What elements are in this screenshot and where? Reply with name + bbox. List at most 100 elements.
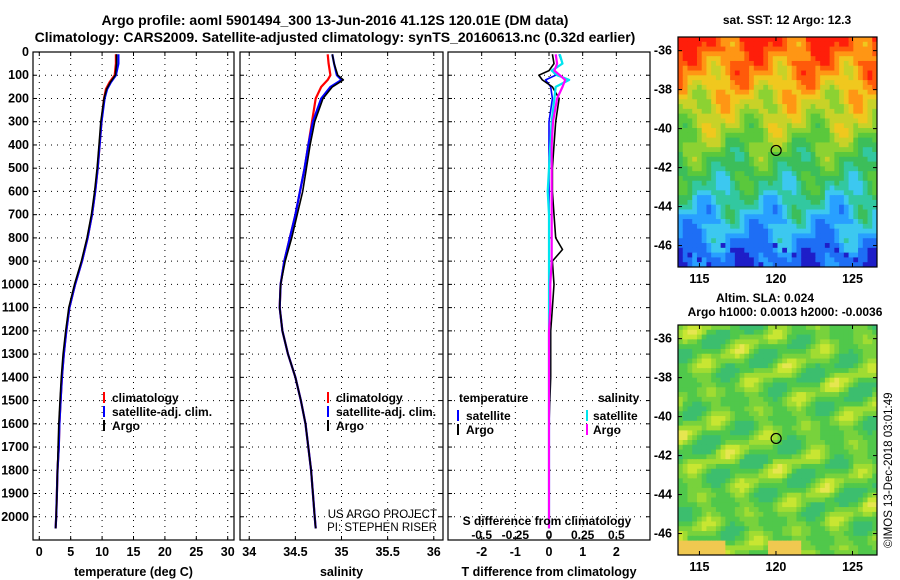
map-cell bbox=[715, 387, 722, 393]
map-cell bbox=[862, 463, 869, 470]
map-cell bbox=[706, 94, 712, 100]
map-cell bbox=[687, 478, 693, 484]
map-cell bbox=[682, 435, 689, 441]
map-cell bbox=[782, 60, 788, 67]
map-cell bbox=[782, 387, 788, 393]
map-cell bbox=[782, 325, 788, 331]
map-cell bbox=[749, 416, 755, 422]
map-cell bbox=[692, 185, 698, 191]
map-cell bbox=[687, 334, 693, 340]
map-cell bbox=[858, 166, 864, 172]
map-cell bbox=[782, 214, 788, 220]
map-cell bbox=[848, 497, 854, 503]
map-cell bbox=[834, 228, 840, 235]
map-cell bbox=[730, 60, 736, 67]
map-cell bbox=[834, 344, 840, 350]
map-cell bbox=[739, 70, 745, 76]
map-cell bbox=[872, 382, 877, 388]
map-cell bbox=[711, 238, 717, 244]
map-cell bbox=[749, 353, 755, 360]
map-cell bbox=[706, 214, 712, 220]
map-cell bbox=[848, 123, 854, 129]
map-cell bbox=[711, 392, 717, 398]
map-cell bbox=[744, 329, 750, 336]
map-cell bbox=[744, 41, 750, 48]
map-cell bbox=[678, 487, 684, 494]
map-cell bbox=[768, 228, 774, 235]
map-cell bbox=[701, 180, 708, 187]
map-cell bbox=[768, 161, 774, 167]
map-cell bbox=[815, 252, 821, 259]
map-cell bbox=[711, 325, 717, 331]
map-cell bbox=[796, 535, 802, 542]
map-cell bbox=[843, 377, 850, 384]
map-cell bbox=[791, 440, 798, 446]
map-cell bbox=[782, 262, 788, 267]
map-cell bbox=[725, 180, 731, 187]
map-cell bbox=[777, 161, 783, 167]
map-cell bbox=[805, 411, 812, 417]
map-cell bbox=[682, 51, 689, 57]
map-cell bbox=[786, 233, 793, 239]
map-cell bbox=[872, 175, 877, 182]
map-cell bbox=[853, 329, 859, 336]
map-cell bbox=[720, 228, 726, 235]
map-cell bbox=[805, 108, 812, 115]
map-cell bbox=[834, 190, 840, 196]
map-cell bbox=[715, 483, 722, 489]
map-cell bbox=[834, 463, 840, 470]
map-cell bbox=[744, 104, 750, 110]
legend-label: climatology bbox=[112, 391, 179, 405]
map-cell bbox=[858, 444, 864, 451]
map-cell bbox=[753, 156, 760, 163]
map-cell bbox=[744, 56, 750, 62]
map-cell bbox=[701, 507, 708, 513]
map-cell bbox=[829, 392, 835, 398]
map-cell bbox=[682, 128, 689, 134]
map-cell bbox=[715, 358, 722, 364]
map-cell bbox=[711, 104, 717, 110]
map-cell bbox=[706, 329, 712, 336]
map-cell bbox=[772, 104, 779, 110]
map-cell bbox=[678, 123, 684, 129]
map-cell bbox=[720, 156, 726, 163]
map-cell bbox=[772, 339, 779, 345]
map-cell bbox=[734, 56, 741, 62]
map-cell bbox=[768, 46, 774, 52]
map-cell bbox=[839, 531, 845, 537]
map-cell bbox=[682, 392, 689, 398]
map-cell bbox=[796, 473, 802, 479]
map-cell bbox=[744, 132, 750, 139]
map-cell bbox=[725, 444, 731, 451]
map-cell bbox=[786, 382, 793, 388]
map-cell bbox=[786, 190, 793, 196]
map-cell bbox=[682, 156, 689, 163]
map-cell bbox=[853, 416, 859, 422]
map-cell bbox=[715, 75, 722, 81]
map-cell bbox=[725, 468, 731, 475]
map-cell bbox=[720, 75, 726, 81]
map-cell bbox=[867, 99, 873, 105]
map-cell bbox=[696, 363, 703, 369]
map-cell bbox=[848, 75, 854, 81]
map-cell bbox=[711, 430, 717, 436]
map-cell bbox=[872, 344, 877, 350]
map-cell bbox=[810, 483, 817, 489]
map-cell bbox=[701, 416, 708, 422]
map-cell bbox=[692, 89, 698, 96]
map-cell bbox=[744, 214, 750, 220]
map-cell bbox=[678, 526, 684, 532]
map-cell bbox=[682, 483, 689, 489]
map-cell bbox=[758, 416, 764, 422]
map-cell bbox=[777, 171, 783, 177]
map-cell bbox=[805, 238, 812, 244]
map-cell bbox=[711, 223, 717, 230]
map-cell bbox=[749, 233, 755, 239]
map-cell bbox=[839, 51, 845, 57]
map-cell bbox=[791, 468, 798, 475]
map-cell bbox=[810, 223, 817, 230]
map-cell bbox=[853, 435, 859, 441]
map-cell bbox=[862, 511, 869, 518]
map-cell bbox=[853, 262, 859, 267]
